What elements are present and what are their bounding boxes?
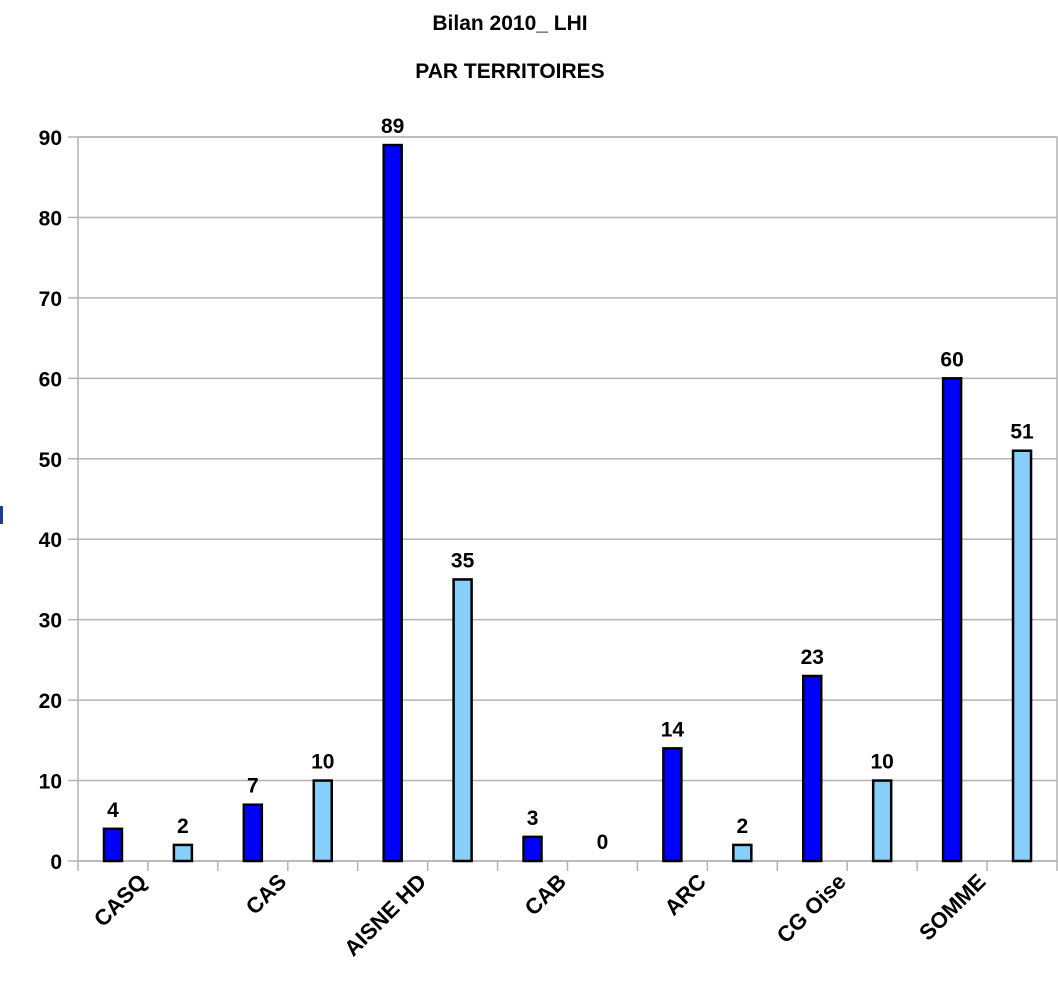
bar xyxy=(941,377,963,863)
bar xyxy=(871,779,893,863)
bar xyxy=(522,835,543,863)
edge-mark xyxy=(0,506,3,524)
x-tick-label: CAS xyxy=(241,869,292,920)
data-label: 10 xyxy=(311,751,334,774)
bar xyxy=(452,578,473,863)
data-label: 89 xyxy=(381,115,404,138)
x-tick-label: SOMME xyxy=(914,869,990,945)
data-label: 0 xyxy=(597,831,609,854)
x-tick-label: CG Oise xyxy=(772,869,851,948)
data-label: 60 xyxy=(940,348,963,371)
bar xyxy=(172,843,194,863)
y-tick-label: 30 xyxy=(39,610,62,633)
y-tick-label: 80 xyxy=(39,207,62,230)
y-tick-label: 50 xyxy=(39,449,62,472)
data-label: 35 xyxy=(451,549,475,572)
data-label: 3 xyxy=(527,807,539,830)
y-tick-label: 60 xyxy=(39,368,62,391)
chart-title: Bilan 2010_ LHI xyxy=(432,12,588,35)
x-tick-label: AISNE HD xyxy=(339,869,431,961)
y-tick-label: 40 xyxy=(39,529,62,552)
data-label: 2 xyxy=(736,815,748,838)
y-tick-label: 90 xyxy=(39,127,62,150)
data-label: 2 xyxy=(177,815,189,838)
data-label: 7 xyxy=(247,775,259,798)
x-tick-label: ARC xyxy=(660,869,711,920)
y-tick-label: 70 xyxy=(39,288,62,311)
bar xyxy=(732,843,753,863)
bar xyxy=(312,779,333,863)
data-label: 4 xyxy=(107,799,119,822)
bar xyxy=(382,143,403,863)
data-label: 23 xyxy=(801,646,824,669)
bar xyxy=(102,827,124,863)
bar xyxy=(242,803,264,863)
data-label: 10 xyxy=(870,751,893,774)
x-tick-label: CASQ xyxy=(89,869,152,932)
y-tick-label: 0 xyxy=(50,851,62,874)
plot-area xyxy=(77,136,1058,862)
chart-subtitle: PAR TERRITOIRES xyxy=(415,60,605,83)
x-tick-label: CAB xyxy=(520,869,571,920)
data-label: 51 xyxy=(1010,421,1034,444)
bar xyxy=(802,674,823,863)
bar xyxy=(1011,449,1033,863)
data-label: 14 xyxy=(661,718,685,741)
y-tick-label: 10 xyxy=(39,771,62,794)
y-tick-label: 20 xyxy=(39,690,62,713)
bar xyxy=(662,747,683,863)
